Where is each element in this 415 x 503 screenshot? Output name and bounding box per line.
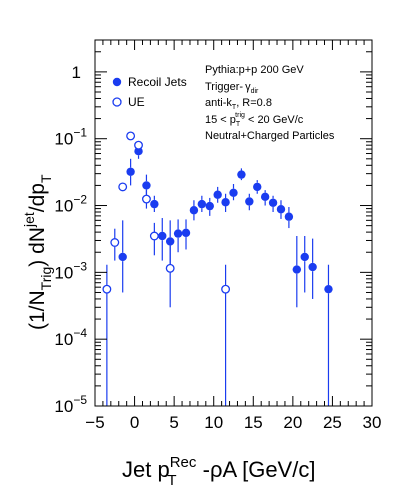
y-tick-label: 10−5 (54, 393, 87, 416)
x-tick-label: 25 (323, 413, 342, 432)
point-recoil-jets (205, 201, 214, 211)
x-tick-label: 5 (169, 413, 178, 432)
point-recoil-jets (260, 192, 270, 202)
point-recoil-jets (158, 231, 167, 241)
point-recoil-jets (213, 190, 222, 199)
point-recoil-jets (118, 252, 127, 262)
y-tick-exp: −4 (73, 326, 87, 340)
point-recoil-jets (150, 199, 159, 209)
point-recoil-jets (126, 167, 135, 176)
point-recoil-jets (300, 252, 309, 262)
point-recoil-jets (237, 170, 246, 179)
legend-label-recoil-jets: Recoil Jets (128, 75, 187, 89)
y-axis-label-part-2: ) dN (26, 227, 49, 267)
legend-marker-recoil-jets (112, 77, 122, 87)
point-ue (221, 284, 231, 294)
info-pt-text: 15 < p (205, 114, 236, 126)
y-axis-label-super: jet (21, 212, 37, 228)
y-tick-label: 1 (72, 63, 81, 82)
y-tick-exp: −2 (73, 193, 87, 207)
point-recoil-jets (197, 199, 207, 209)
point-ue (149, 231, 159, 241)
point-recoil-jets (253, 182, 262, 192)
info-pt-super: trig (235, 112, 245, 119)
info-trigger-gamma: γ (245, 81, 251, 93)
point-recoil-jets (134, 147, 143, 156)
y-axis-label-part-3: /dp (26, 183, 49, 212)
point-recoil-jets (221, 198, 230, 207)
info-trigger-text: Trigger- (205, 81, 243, 93)
y-tick-exp: −1 (73, 126, 87, 140)
y-tick-base: 10 (54, 197, 73, 216)
point-recoil-jets (324, 284, 333, 294)
data-points (102, 131, 333, 294)
y-axis-label-part-1: (1/N (26, 290, 49, 330)
error-bars (106, 141, 330, 406)
info-pt-rest: < 20 GeV/c (245, 114, 304, 126)
legend: Recoil Jets UE (112, 75, 187, 109)
x-axis-label-part-1: Jet p (122, 457, 170, 482)
info-line-algorithm: anti-kT, R=0.8 (205, 97, 272, 111)
point-recoil-jets (245, 197, 254, 206)
x-axis-label-super: Rec (170, 454, 197, 471)
y-axis-label: (1/NTrig) dNjet/dpT (21, 174, 54, 330)
x-tick-label: 0 (130, 413, 139, 432)
axes (94, 39, 373, 407)
info-trigger-sub: dir (251, 88, 259, 95)
point-ue (126, 131, 136, 141)
point-recoil-jets (189, 206, 199, 215)
info-pt-sub: T (236, 121, 241, 128)
x-tick-label: 20 (283, 413, 302, 432)
point-recoil-jets (229, 188, 238, 198)
info-box: Pythia:p+p 200 GeV Trigger-γdir anti-kT,… (205, 64, 335, 142)
point-recoil-jets (181, 228, 191, 238)
info-line-generator: Pythia:p+p 200 GeV (205, 64, 304, 76)
point-ue (134, 140, 143, 150)
y-tick-label: 10−4 (54, 326, 87, 349)
point-ue (118, 182, 128, 192)
x-axis-label: Jet pRec T -ρA [GeV/c] (122, 454, 315, 489)
point-recoil-jets (284, 212, 294, 221)
y-tick-base: 10 (54, 263, 73, 282)
y-tick-label: 10−1 (54, 126, 87, 149)
y-tick-base: 10 (54, 130, 73, 149)
point-recoil-jets (276, 205, 286, 214)
info-alg-sub: T (232, 104, 237, 111)
y-tick-base: 10 (54, 397, 73, 416)
plot-frame (94, 39, 373, 407)
point-recoil-jets (292, 265, 302, 274)
point-ue (102, 284, 112, 294)
info-line-trigger: Trigger-γdir (205, 81, 259, 95)
y-tick-label: 10−3 (54, 259, 87, 282)
legend-marker-ue (112, 97, 122, 107)
x-axis-label-part-2: -ρA [GeV/c] (197, 457, 316, 482)
y-tick-label: 10−2 (54, 193, 87, 216)
point-recoil-jets (308, 262, 317, 272)
y-tick-exp: −5 (73, 393, 87, 407)
point-recoil-jets (142, 181, 151, 190)
point-recoil-jets (173, 229, 183, 238)
point-recoil-jets (268, 198, 278, 207)
y-tick-base: 10 (54, 330, 73, 349)
y-tick-exp: −3 (73, 259, 87, 273)
point-ue (141, 194, 151, 204)
point-recoil-jets (165, 237, 175, 246)
legend-label-ue: UE (128, 95, 145, 109)
point-ue (165, 263, 175, 273)
point-ue (110, 238, 120, 247)
info-line-particles: Neutral+Charged Particles (205, 130, 335, 142)
x-tick-label: 30 (363, 413, 382, 432)
y-axis-label-sub-1: Trig (38, 267, 54, 291)
info-alg-text: anti-k (205, 97, 232, 109)
x-tick-label: 15 (244, 413, 263, 432)
x-axis-label-sub: T (167, 472, 176, 489)
x-tick-label: −5 (85, 413, 104, 432)
x-tick-label: 10 (204, 413, 223, 432)
y-axis-label-sub-2: T (38, 174, 54, 183)
info-alg-rest: , R=0.8 (236, 97, 272, 109)
info-line-trigger-pt: 15 < pTtrig < 20 GeV/c (205, 112, 304, 128)
